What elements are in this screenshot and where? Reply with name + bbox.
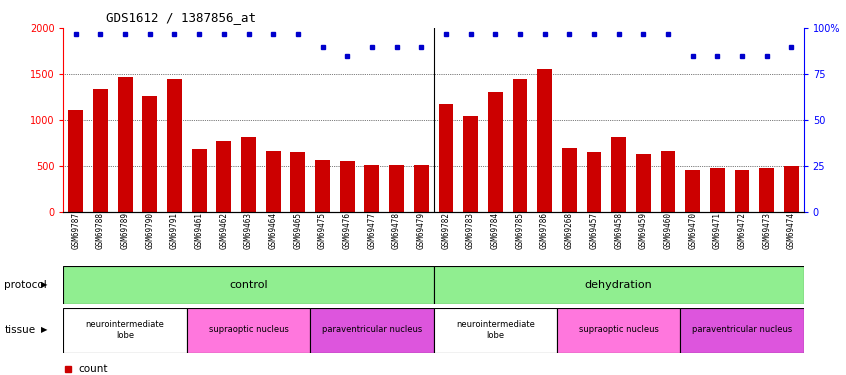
Text: paraventricular nucleus: paraventricular nucleus (321, 326, 422, 334)
Text: control: control (229, 280, 268, 290)
Bar (557, 308, 680, 352)
Text: ▶: ▶ (41, 280, 47, 290)
Bar (636, 154, 651, 212)
Bar (217, 141, 231, 212)
Text: GSM69475: GSM69475 (318, 212, 327, 249)
Bar (187, 308, 310, 352)
Text: GSM69478: GSM69478 (392, 212, 401, 249)
Bar (315, 160, 330, 212)
Bar (661, 151, 675, 212)
Text: GSM69790: GSM69790 (146, 212, 154, 249)
Bar (710, 168, 725, 212)
Bar (433, 308, 557, 352)
Bar (513, 79, 527, 212)
Text: tissue: tissue (4, 325, 36, 335)
Bar (93, 89, 107, 212)
Text: GSM69463: GSM69463 (244, 212, 253, 249)
Text: GSM69476: GSM69476 (343, 212, 352, 249)
Bar (118, 77, 133, 212)
Bar (192, 149, 206, 212)
Text: GSM69784: GSM69784 (491, 212, 500, 249)
Bar (290, 152, 305, 212)
Bar (266, 151, 281, 212)
Bar (562, 148, 577, 212)
Text: GSM69465: GSM69465 (294, 212, 302, 249)
Text: GSM69791: GSM69791 (170, 212, 179, 249)
Bar (488, 92, 503, 212)
Bar (586, 152, 602, 212)
Text: GSM69457: GSM69457 (590, 212, 598, 249)
Bar (142, 96, 157, 212)
Text: GSM69474: GSM69474 (787, 212, 796, 249)
Text: GSM69477: GSM69477 (367, 212, 376, 249)
Text: supraoptic nucleus: supraoptic nucleus (579, 326, 658, 334)
Text: supraoptic nucleus: supraoptic nucleus (209, 326, 288, 334)
Bar (310, 308, 433, 352)
Bar (167, 79, 182, 212)
Text: GSM69479: GSM69479 (417, 212, 426, 249)
Text: GSM69458: GSM69458 (614, 212, 624, 249)
Bar (69, 110, 83, 212)
Text: GSM69268: GSM69268 (565, 212, 574, 249)
Text: neurointermediate
lobe: neurointermediate lobe (85, 320, 165, 340)
Text: GSM69459: GSM69459 (639, 212, 648, 249)
Text: paraventricular nucleus: paraventricular nucleus (692, 326, 792, 334)
Text: GSM69783: GSM69783 (466, 212, 475, 249)
Text: GSM69782: GSM69782 (442, 212, 450, 249)
Bar (680, 308, 804, 352)
Text: count: count (78, 364, 107, 374)
Bar (438, 104, 453, 212)
Text: ▶: ▶ (41, 326, 47, 334)
Text: GDS1612 / 1387856_at: GDS1612 / 1387856_at (106, 11, 255, 24)
Bar (389, 165, 404, 212)
Bar (365, 165, 379, 212)
Text: GSM69462: GSM69462 (219, 212, 228, 249)
Bar (433, 266, 804, 304)
Text: dehydration: dehydration (585, 280, 652, 290)
Text: protocol: protocol (4, 280, 47, 290)
Text: GSM69460: GSM69460 (663, 212, 673, 249)
Text: GSM69789: GSM69789 (121, 212, 129, 249)
Text: GSM69785: GSM69785 (515, 212, 525, 249)
Bar (63, 266, 433, 304)
Text: GSM69470: GSM69470 (688, 212, 697, 249)
Bar (784, 166, 799, 212)
Text: GSM69787: GSM69787 (71, 212, 80, 249)
Text: GSM69471: GSM69471 (713, 212, 722, 249)
Bar (463, 116, 478, 212)
Text: GSM69461: GSM69461 (195, 212, 204, 249)
Bar (241, 136, 255, 212)
Text: GSM69788: GSM69788 (96, 212, 105, 249)
Text: GSM69786: GSM69786 (540, 212, 549, 249)
Text: GSM69472: GSM69472 (738, 212, 746, 249)
Bar (611, 138, 626, 212)
Text: GSM69473: GSM69473 (762, 212, 772, 249)
Bar (537, 69, 552, 212)
Bar (63, 308, 187, 352)
Text: GSM69464: GSM69464 (269, 212, 277, 249)
Bar (414, 165, 429, 212)
Bar (685, 170, 700, 212)
Bar (734, 170, 750, 212)
Bar (759, 168, 774, 212)
Text: neurointermediate
lobe: neurointermediate lobe (456, 320, 535, 340)
Bar (340, 161, 354, 212)
